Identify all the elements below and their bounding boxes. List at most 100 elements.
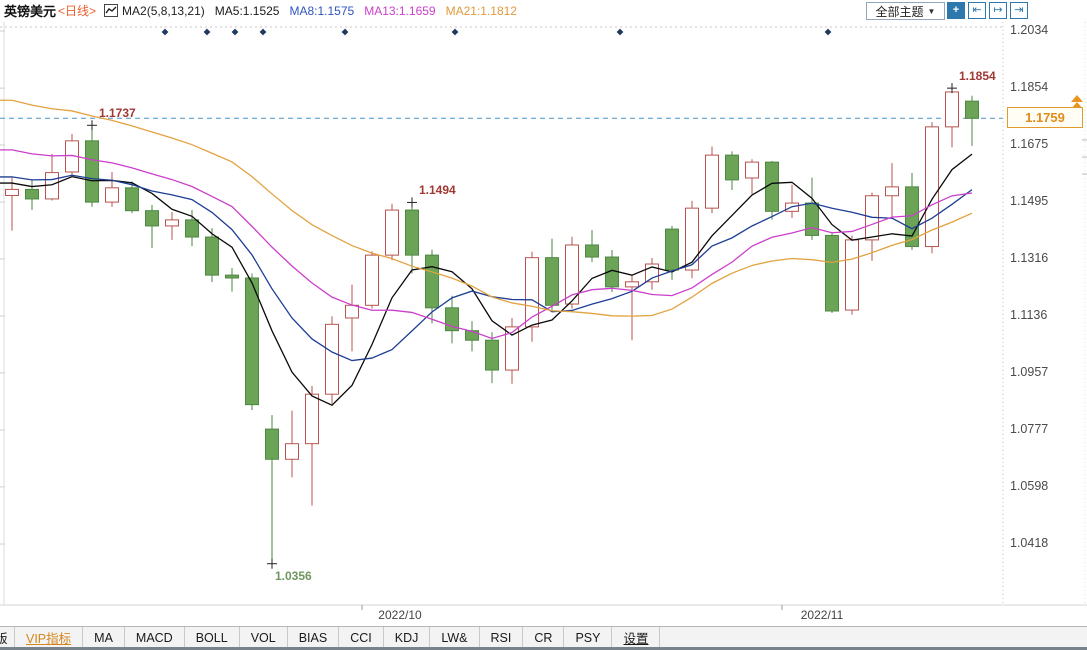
tab-MACD[interactable]: MACD bbox=[125, 627, 185, 648]
candle[interactable] bbox=[805, 177, 819, 240]
candle[interactable] bbox=[105, 171, 119, 207]
candle[interactable] bbox=[445, 295, 459, 344]
candle[interactable] bbox=[405, 202, 419, 274]
tab-MA[interactable]: MA bbox=[83, 627, 125, 648]
candle[interactable] bbox=[525, 251, 539, 342]
tab-KDJ[interactable]: KDJ bbox=[384, 627, 431, 648]
candle[interactable] bbox=[965, 95, 979, 146]
candle[interactable] bbox=[825, 232, 839, 313]
candle[interactable] bbox=[785, 184, 799, 218]
candle[interactable] bbox=[845, 235, 859, 315]
theme-select-label: 全部主题 bbox=[875, 4, 924, 19]
tab-版[interactable]: 版 bbox=[0, 627, 15, 648]
current-price-value: 1.1759 bbox=[1025, 110, 1065, 125]
chart-toolbar: + ⇤ ↦ ⇥ bbox=[947, 2, 1028, 19]
candle[interactable] bbox=[45, 153, 59, 201]
candle[interactable] bbox=[765, 160, 779, 220]
candle[interactable] bbox=[685, 200, 699, 279]
event-marker-icon[interactable] bbox=[451, 28, 459, 36]
candle[interactable] bbox=[585, 230, 599, 263]
tab-CCI[interactable]: CCI bbox=[339, 627, 384, 648]
tab-VIP指标[interactable]: VIP指标 bbox=[15, 627, 84, 648]
candle[interactable] bbox=[165, 211, 179, 240]
candle[interactable] bbox=[185, 210, 199, 247]
candle[interactable] bbox=[745, 159, 759, 195]
candle[interactable] bbox=[945, 88, 959, 148]
candle[interactable] bbox=[485, 332, 499, 384]
event-marker-icon[interactable] bbox=[259, 28, 267, 36]
tab-CR[interactable]: CR bbox=[523, 627, 565, 648]
candle[interactable] bbox=[545, 238, 559, 312]
candle[interactable] bbox=[505, 317, 519, 384]
expand-right-icon[interactable]: ↦ bbox=[989, 2, 1007, 19]
indicator-name[interactable]: MA2(5,8,13,21) bbox=[122, 3, 205, 18]
candle[interactable] bbox=[645, 257, 659, 290]
price-axis-label: 1.0957 bbox=[1010, 364, 1049, 379]
candle[interactable] bbox=[725, 151, 739, 191]
candle[interactable] bbox=[565, 236, 579, 309]
indicator-tabbar: 版VIP指标MAMACDBOLLVOLBIASCCIKDJLW&RSICRPSY… bbox=[0, 626, 1087, 648]
tab-PSY[interactable]: PSY bbox=[564, 627, 613, 648]
candle[interactable] bbox=[885, 163, 899, 218]
current-price-tag: 1.1759 bbox=[1007, 107, 1083, 128]
candle[interactable] bbox=[625, 275, 639, 341]
tab-BOLL[interactable]: BOLL bbox=[185, 627, 240, 648]
tab-LW&[interactable]: LW& bbox=[430, 627, 480, 648]
candle[interactable] bbox=[385, 203, 399, 261]
event-marker-icon[interactable] bbox=[161, 28, 169, 36]
price-axis-label: 1.1316 bbox=[1010, 250, 1049, 265]
candle[interactable] bbox=[65, 133, 79, 176]
compress-left-icon[interactable]: ⇤ bbox=[968, 2, 986, 19]
time-axis-label: 2022/10 bbox=[378, 608, 422, 622]
tab-BIAS[interactable]: BIAS bbox=[288, 627, 340, 648]
pan-tool-icon[interactable]: + bbox=[947, 2, 965, 19]
candle[interactable] bbox=[25, 179, 39, 211]
candle[interactable] bbox=[205, 228, 219, 283]
tab-RSI[interactable]: RSI bbox=[480, 627, 524, 648]
price-axis-label: 1.0418 bbox=[1010, 536, 1049, 551]
ma-value-label: MA5:1.1525 bbox=[214, 3, 280, 18]
ma-value-label: MA8:1.1575 bbox=[289, 3, 355, 18]
event-marker-icon[interactable] bbox=[203, 28, 211, 36]
tab-VOL[interactable]: VOL bbox=[240, 627, 288, 648]
price-axis-label: 1.1136 bbox=[1010, 308, 1048, 323]
price-axis-label: 1.2034 bbox=[1010, 23, 1049, 37]
event-marker-icon[interactable] bbox=[824, 28, 832, 36]
theme-select-dropdown[interactable]: 全部主题 ▼ bbox=[866, 2, 945, 20]
ma21-line bbox=[0, 99, 973, 317]
ma5-line bbox=[0, 153, 973, 407]
candle[interactable] bbox=[705, 146, 719, 214]
candle[interactable] bbox=[325, 316, 339, 404]
candle[interactable] bbox=[245, 273, 259, 411]
candle[interactable] bbox=[905, 172, 919, 251]
candle[interactable] bbox=[665, 225, 679, 280]
candle[interactable] bbox=[465, 321, 479, 352]
kline-chart-icon[interactable] bbox=[104, 4, 119, 17]
candle[interactable] bbox=[145, 204, 159, 248]
jump-to-latest-icon[interactable]: ⇥ bbox=[1010, 2, 1028, 19]
candle[interactable] bbox=[305, 385, 319, 506]
chevron-down-icon: ▼ bbox=[927, 6, 936, 16]
price-annotation: 1.1737 bbox=[99, 106, 136, 121]
candle[interactable] bbox=[365, 251, 379, 309]
candle[interactable] bbox=[5, 177, 19, 231]
tab-设置[interactable]: 设置 bbox=[612, 627, 661, 648]
candle[interactable] bbox=[85, 125, 99, 207]
price-axis-label: 1.1675 bbox=[1010, 136, 1049, 151]
candle[interactable] bbox=[285, 410, 299, 478]
ma-value-label: MA21:1.1812 bbox=[445, 3, 517, 18]
candle[interactable] bbox=[225, 268, 239, 292]
candle[interactable] bbox=[125, 181, 139, 214]
candle[interactable] bbox=[345, 284, 359, 352]
candle[interactable] bbox=[265, 415, 279, 564]
price-annotation: 1.1854 bbox=[959, 69, 996, 84]
price-up-arrow-icon bbox=[1071, 95, 1083, 102]
event-marker-icon[interactable] bbox=[616, 28, 624, 36]
candle[interactable] bbox=[925, 122, 939, 254]
event-marker-icon[interactable] bbox=[231, 28, 239, 36]
timeframe-label[interactable]: <日线> bbox=[58, 4, 97, 18]
candle[interactable] bbox=[425, 249, 439, 324]
event-marker-icon[interactable] bbox=[341, 28, 349, 36]
